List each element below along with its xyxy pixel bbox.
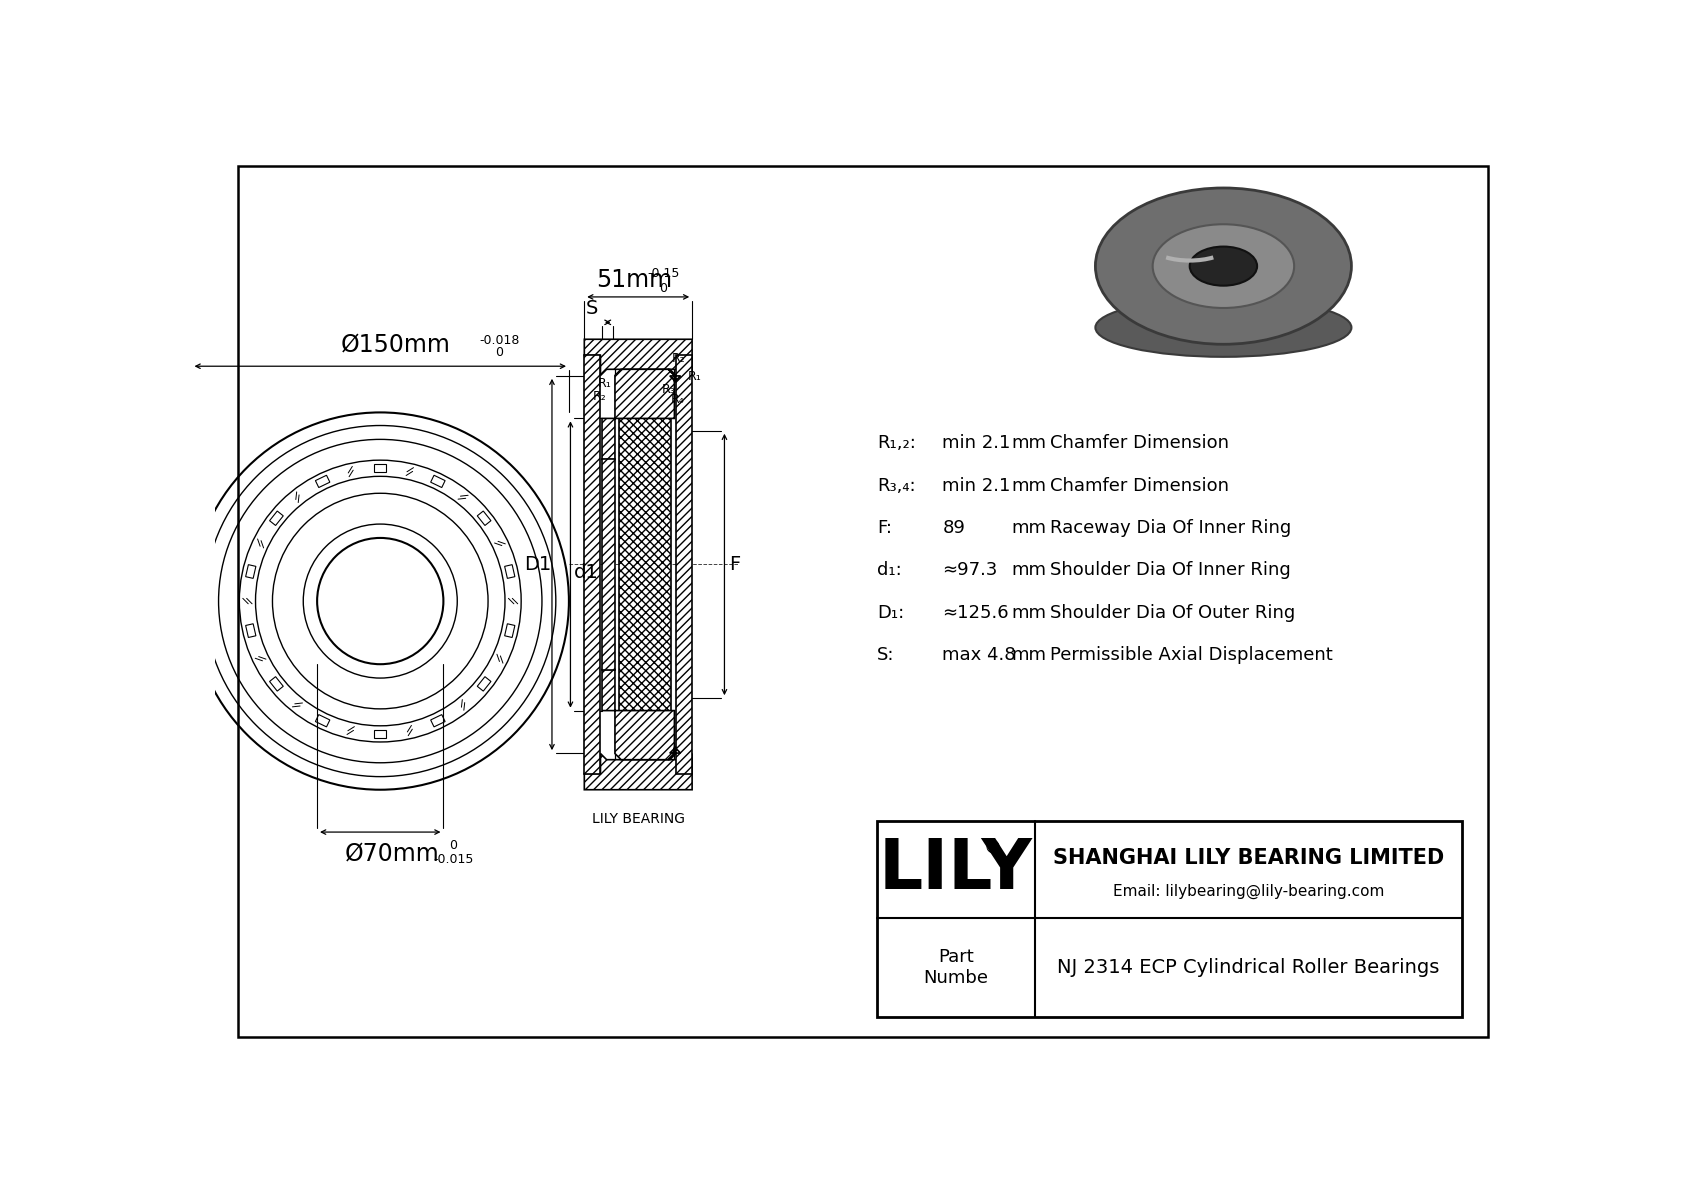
Text: 0: 0 [495,345,504,358]
Text: S: S [586,299,598,318]
Text: Shoulder Dia Of Inner Ring: Shoulder Dia Of Inner Ring [1051,561,1292,579]
Text: R₁: R₁ [598,376,611,389]
Text: D₁:: D₁: [877,604,904,622]
Text: 0: 0 [450,840,458,853]
Text: R₂: R₂ [672,353,685,364]
Text: SHANGHAI LILY BEARING LIMITED: SHANGHAI LILY BEARING LIMITED [1052,848,1445,868]
Polygon shape [669,369,680,382]
Bar [877,821,1462,1017]
Text: min 2.1: min 2.1 [943,476,1010,494]
Text: 89: 89 [943,519,965,537]
Text: Shoulder Dia Of Outer Ring: Shoulder Dia Of Outer Ring [1051,604,1295,622]
Text: Ø150mm: Ø150mm [340,332,451,356]
Text: Chamfer Dimension: Chamfer Dimension [1051,476,1229,494]
Text: Raceway Dia Of Inner Ring: Raceway Dia Of Inner Ring [1051,519,1292,537]
Text: -0.015: -0.015 [433,853,473,866]
Text: D1: D1 [524,555,552,574]
Text: Permissible Axial Displacement: Permissible Axial Displacement [1051,646,1334,663]
Ellipse shape [1095,188,1352,344]
Bar [675,355,692,773]
Text: mm: mm [1012,646,1047,663]
Text: R₂: R₂ [593,389,606,403]
Bar [618,400,670,729]
Text: Part
Numbe: Part Numbe [923,948,989,987]
Text: d1: d1 [574,562,598,581]
Ellipse shape [1095,298,1352,357]
Text: -0.018: -0.018 [480,333,520,347]
Text: F:: F: [877,519,893,537]
Text: NJ 2314 ECP Cylindrical Roller Bearings: NJ 2314 ECP Cylindrical Roller Bearings [1058,958,1440,977]
Polygon shape [669,747,680,760]
Bar [601,460,615,669]
Text: mm: mm [1012,561,1047,579]
Bar [584,355,601,773]
Text: -0.15: -0.15 [647,267,680,280]
Text: mm: mm [1012,604,1047,622]
Text: F: F [729,555,741,574]
Polygon shape [601,369,674,460]
Text: R₁,₂:: R₁,₂: [877,435,916,453]
Ellipse shape [1189,247,1256,286]
Text: min 2.1: min 2.1 [943,435,1010,453]
Text: mm: mm [1012,519,1047,537]
Polygon shape [601,669,674,760]
Polygon shape [584,754,692,790]
Text: R₃: R₃ [662,384,675,397]
Ellipse shape [1152,224,1293,308]
Text: R₄: R₄ [670,393,684,405]
Text: Ø70mm: Ø70mm [345,842,440,866]
Text: mm: mm [1012,435,1047,453]
Polygon shape [584,339,692,375]
Text: Chamfer Dimension: Chamfer Dimension [1051,435,1229,453]
Text: ®: ® [983,838,1002,856]
Text: R₃,₄:: R₃,₄: [877,476,916,494]
Text: mm: mm [1012,476,1047,494]
Text: ≈125.6: ≈125.6 [943,604,1009,622]
Text: LILY BEARING: LILY BEARING [591,812,685,827]
Text: Email: lilybearing@lily-bearing.com: Email: lilybearing@lily-bearing.com [1113,884,1384,898]
Text: S:: S: [877,646,894,663]
Text: ≈97.3: ≈97.3 [943,561,997,579]
Text: R₁: R₁ [687,370,701,384]
Text: max 4.8: max 4.8 [943,646,1015,663]
Text: d₁:: d₁: [877,561,901,579]
Text: 51mm: 51mm [596,268,672,292]
Text: LILY: LILY [879,836,1032,903]
Text: 0: 0 [660,282,667,295]
